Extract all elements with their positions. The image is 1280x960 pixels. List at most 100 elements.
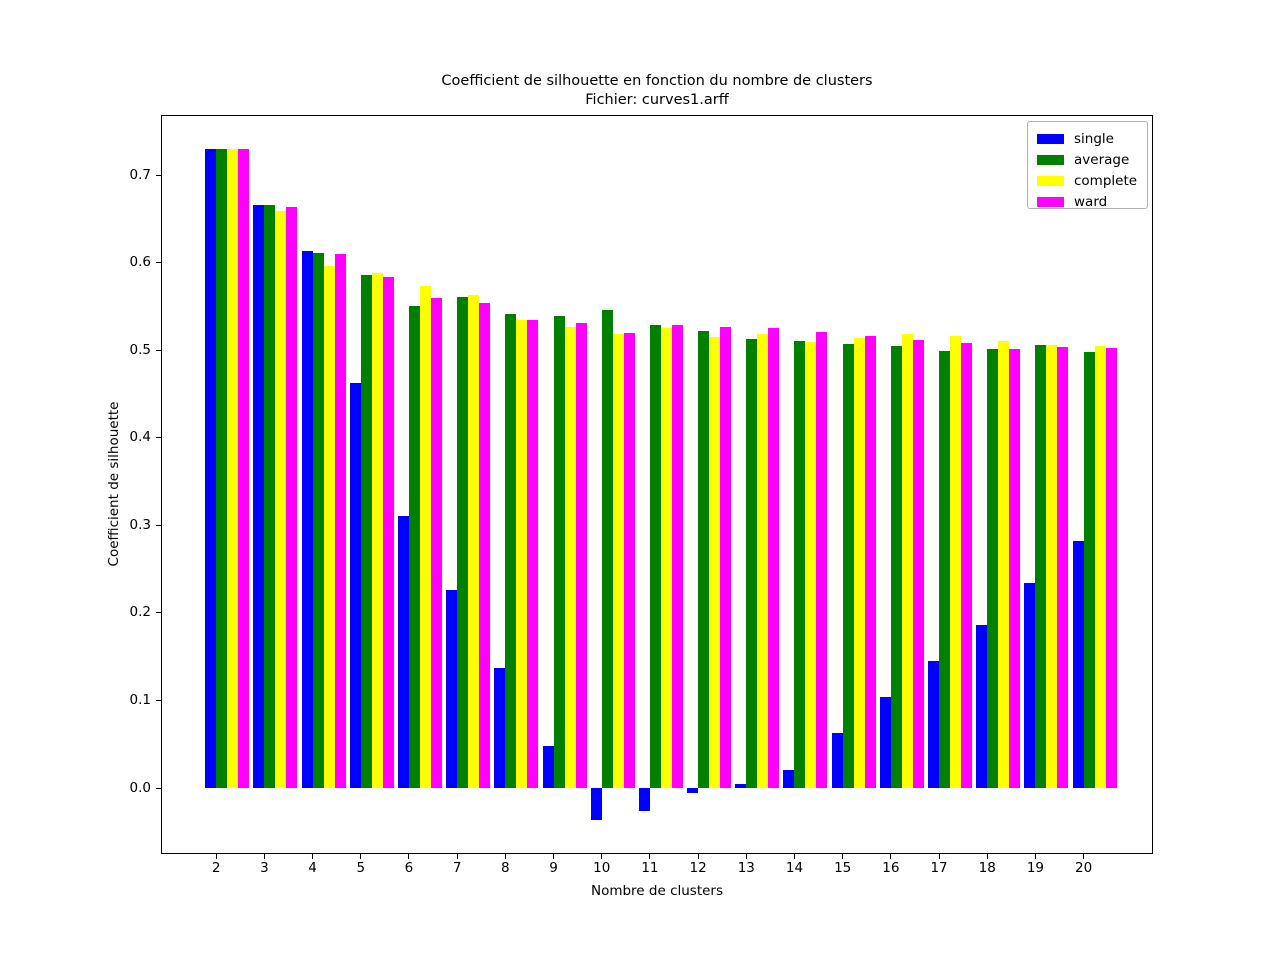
x-tick-mark-9	[553, 854, 555, 859]
y-tick-label-0.5: 0.5	[129, 341, 151, 358]
chart-title-line1: Coefficient de silhouette en fonction du…	[441, 73, 873, 89]
x-tick-mark-15	[842, 854, 844, 859]
bar-complete-19	[1046, 344, 1058, 788]
x-tick-mark-8	[504, 854, 506, 859]
bar-ward-2	[238, 148, 250, 788]
x-tick-mark-6	[408, 854, 410, 859]
bar-complete-5	[371, 273, 383, 788]
bar-complete-10	[612, 334, 624, 788]
bar-single-14	[783, 769, 795, 788]
y-tick-mark-0.2	[156, 612, 161, 614]
bar-ward-4	[334, 253, 346, 788]
bar-average-3	[264, 204, 276, 788]
y-tick-label-0.3: 0.3	[129, 516, 151, 533]
chart-title: Coefficient de silhouette en fonction du…	[257, 72, 1057, 110]
bar-complete-15	[853, 337, 865, 788]
bar-complete-17	[950, 336, 962, 788]
bar-single-5	[349, 383, 361, 788]
bar-complete-16	[901, 333, 913, 788]
y-tick-label-0.6: 0.6	[129, 254, 151, 271]
legend-label-single: single	[1074, 130, 1114, 147]
y-tick-mark-0.6	[156, 262, 161, 264]
bar-ward-17	[961, 343, 973, 788]
x-tick-label-12: 12	[689, 860, 707, 876]
x-tick-mark-19	[1034, 854, 1036, 859]
x-tick-label-13: 13	[737, 860, 755, 876]
x-tick-label-3: 3	[260, 860, 269, 876]
x-tick-mark-7	[456, 854, 458, 859]
bar-ward-14	[816, 331, 828, 788]
bar-average-4	[312, 252, 324, 788]
bar-average-7	[457, 296, 469, 788]
bar-ward-11	[671, 324, 683, 788]
x-tick-label-4: 4	[308, 860, 317, 876]
x-tick-mark-4	[312, 854, 314, 859]
x-tick-mark-16	[890, 854, 892, 859]
bar-complete-13	[757, 333, 769, 788]
x-tick-label-20: 20	[1075, 860, 1093, 876]
bar-single-6	[397, 515, 409, 788]
bar-ward-7	[479, 302, 491, 788]
x-tick-label-2: 2	[211, 860, 221, 876]
x-tick-mark-18	[986, 854, 988, 859]
y-tick-mark-0.7	[156, 174, 161, 176]
bar-average-8	[505, 314, 517, 788]
bar-complete-14	[805, 342, 817, 788]
bar-average-12	[698, 330, 710, 788]
x-tick-mark-2	[215, 854, 217, 859]
bar-average-18	[987, 349, 999, 788]
bar-ward-10	[623, 332, 635, 788]
legend-swatch-single	[1037, 133, 1064, 144]
x-tick-mark-3	[263, 854, 265, 859]
bar-average-17	[939, 351, 951, 788]
bar-average-16	[890, 345, 902, 788]
y-tick-mark-0.0	[156, 787, 161, 789]
bar-ward-3	[286, 206, 298, 788]
bar-average-10	[601, 309, 613, 788]
bar-ward-9	[575, 323, 587, 788]
bar-complete-18	[998, 341, 1010, 788]
bar-average-15	[842, 344, 854, 788]
x-tick-label-18: 18	[978, 860, 996, 876]
x-tick-label-11: 11	[641, 860, 659, 876]
legend-item-average: average	[1028, 149, 1147, 170]
legend-label-ward: ward	[1074, 193, 1108, 210]
bar-average-14	[794, 340, 806, 788]
x-tick-label-15: 15	[834, 860, 852, 876]
bar-ward-5	[382, 276, 394, 788]
x-tick-label-19: 19	[1026, 860, 1045, 876]
x-tick-mark-5	[360, 854, 362, 859]
y-axis-label-text: Coefficient de silhouette	[106, 401, 122, 567]
bar-single-9	[542, 745, 554, 788]
bar-complete-11	[660, 328, 672, 788]
legend-item-single: single	[1028, 128, 1147, 149]
x-tick-mark-11	[649, 854, 651, 859]
bar-ward-8	[527, 319, 539, 788]
legend-item-complete: complete	[1028, 170, 1147, 191]
bar-single-12	[687, 788, 699, 794]
x-tick-mark-14	[793, 854, 795, 859]
bar-single-16	[879, 696, 891, 788]
bar-complete-8	[516, 320, 528, 788]
chart-title-line2: Fichier: curves1.arff	[585, 92, 729, 108]
bar-ward-19	[1057, 346, 1069, 788]
x-tick-label-10: 10	[593, 860, 611, 876]
x-tick-label-5: 5	[356, 860, 366, 876]
bar-single-13	[735, 783, 747, 788]
x-tick-mark-13	[745, 854, 747, 859]
bar-average-2	[216, 148, 228, 788]
bar-single-4	[301, 251, 313, 788]
x-tick-label-9: 9	[549, 860, 558, 876]
legend-label-complete: complete	[1074, 172, 1138, 189]
y-tick-label-0.2: 0.2	[129, 604, 151, 621]
bar-single-10	[590, 788, 602, 820]
y-tick-label-0.1: 0.1	[129, 691, 151, 708]
bar-average-6	[408, 306, 420, 788]
bar-single-20	[1072, 541, 1084, 788]
bar-single-15	[831, 732, 843, 788]
bar-ward-12	[720, 326, 732, 788]
legend-item-ward: ward	[1028, 191, 1147, 212]
y-tick-label-0.4: 0.4	[129, 429, 151, 446]
bar-single-7	[446, 590, 458, 788]
x-tick-label-7: 7	[452, 860, 462, 876]
